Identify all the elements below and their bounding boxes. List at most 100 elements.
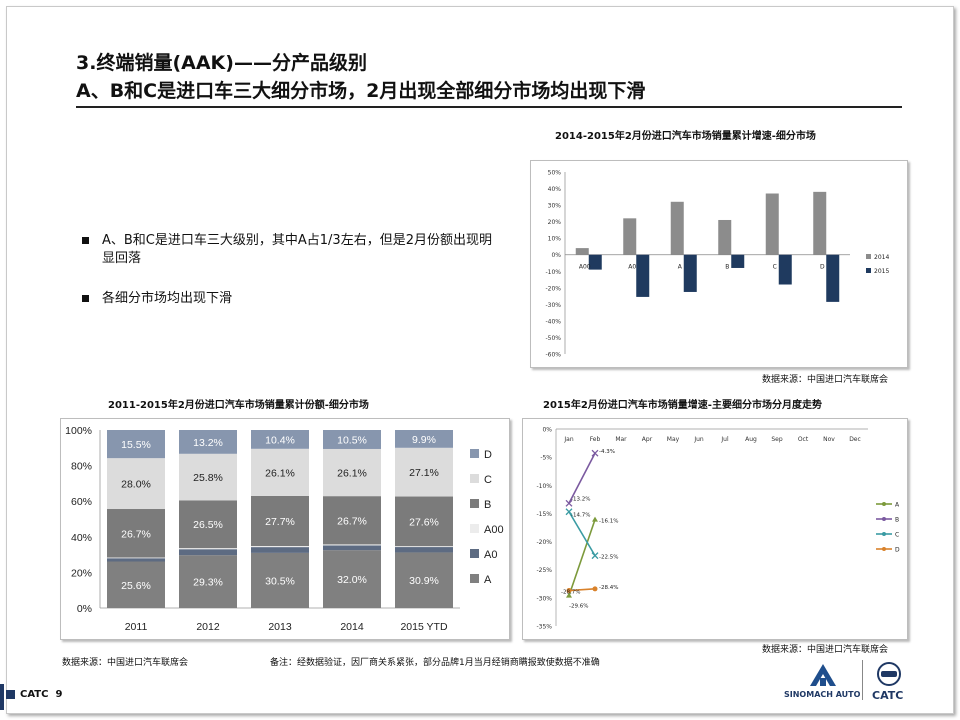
share-data-label: 25.8% [193, 472, 223, 484]
line-ytick-label: -25% [536, 567, 552, 574]
line-month-label: May [667, 436, 680, 443]
share-category-label: 2013 [268, 621, 292, 633]
line-point-A [592, 516, 598, 522]
share-segment-C-2013 [251, 448, 309, 496]
bullet-square-icon [82, 295, 89, 302]
growth-ytick-label: -20% [545, 285, 561, 292]
sinomach-logo-icon [810, 664, 836, 686]
line-month-label: Nov [823, 436, 835, 443]
share-category-label: 2011 [125, 621, 148, 633]
line-month-label: Jul [720, 436, 729, 443]
growth-bar-2014-A [670, 201, 684, 255]
line-data-label: -29.6% [569, 604, 588, 610]
line-data-label: -28.7% [561, 590, 580, 596]
growth-chart-title: 2014-2015年2月份进口汽车市场销量累计增速-细分市场 [555, 131, 816, 142]
share-segment-A-2014 [323, 550, 381, 608]
share-segment-D-2011 [107, 430, 165, 459]
growth-ytick-label: -30% [545, 302, 561, 309]
share-data-label: 10.5% [337, 434, 367, 446]
share-segment-A00-2014 [323, 544, 381, 546]
share-legend-swatch [470, 549, 479, 558]
share-segment-B-2012 [179, 500, 237, 549]
growth-ytick-label: 10% [548, 236, 562, 243]
share-data-label: 25.6% [121, 580, 151, 592]
growth-bar-2014-A0 [623, 218, 637, 255]
catc-logo-text: CATC [872, 689, 904, 702]
line-month-label: Oct [798, 436, 809, 443]
share-data-label: 9.9% [412, 434, 436, 446]
share-segment-A-2011 [107, 561, 165, 608]
line-month-label: Dec [849, 436, 861, 443]
footer-label: CATC 9 [20, 689, 62, 700]
share-segment-A0-2012 [179, 549, 237, 556]
page-number: 9 [55, 689, 63, 700]
share-ytick-label: 40% [71, 532, 92, 544]
share-legend-label: A0 [484, 549, 497, 561]
line-data-label: -14.7% [571, 513, 590, 519]
share-data-label: 27.7% [265, 516, 295, 528]
sinomach-logo-text: SINOMACH AUTO [784, 690, 861, 699]
share-data-label: 26.5% [193, 519, 223, 531]
bullet-text: 各细分市场均出现下滑 [102, 291, 233, 306]
share-segment-A-2012 [179, 555, 237, 608]
line-ytick-label: -10% [536, 483, 552, 490]
growth-legend-label: 2015 [874, 268, 889, 275]
line-ytick-label: -30% [536, 595, 552, 602]
growth-category-label: D [820, 264, 825, 271]
growth-ytick-label: 40% [548, 186, 562, 193]
share-data-label: 26.1% [265, 467, 295, 479]
growth-legend-swatch [866, 268, 871, 273]
catc-logo: CATC [866, 658, 912, 704]
share-data-label: 27.6% [409, 516, 439, 528]
growth-legend-swatch [866, 254, 871, 259]
line-point-C [591, 552, 599, 560]
share-ytick-label: 80% [71, 461, 92, 473]
growth-legend-label: 2014 [874, 254, 889, 261]
share-segment-C-2014 [323, 448, 381, 497]
line-month-label: Feb [590, 436, 601, 443]
share-data-label: 26.7% [337, 515, 367, 527]
bullet-item: A、B和C是进口车三大级别，其中A占1/3左右，但是2月份额出现明显回落 [80, 232, 500, 268]
share-legend-swatch [470, 499, 479, 508]
line-ytick-label: 0% [542, 427, 552, 434]
line-ytick-label: -20% [536, 539, 552, 546]
share-segment-D-2013 [251, 430, 309, 449]
share-segment-A-2015 YTD [395, 552, 453, 608]
growth-category-label: A [678, 264, 683, 271]
growth-bar-2015-A0 [636, 254, 650, 297]
monthly-chart-title: 2015年2月份进口汽车市场销量增速-主要细分市场分月度走势 [543, 400, 822, 411]
share-legend-label: A00 [484, 524, 504, 536]
line-legend-label: D [895, 547, 900, 554]
footer-square [6, 690, 15, 699]
line-legend-label: B [895, 517, 899, 524]
growth-bar-2014-D [813, 191, 827, 255]
growth-bar-2015-D [826, 254, 840, 302]
bullet-text: A、B和C是进口车三大级别，其中A占1/3左右，但是2月份额出现明显回落 [102, 233, 492, 266]
line-series-A [568, 519, 596, 596]
bullet-square-icon [82, 237, 89, 244]
line-data-label: -13.2% [571, 496, 590, 502]
footer-brand: CATC [20, 689, 49, 700]
share-category-label: 2012 [196, 621, 220, 633]
growth-ytick-label: -40% [545, 318, 561, 325]
growth-ytick-label: 20% [548, 219, 562, 226]
growth-ytick-label: 30% [548, 203, 562, 210]
share-legend-swatch [470, 524, 479, 533]
share-legend-label: A [484, 574, 492, 586]
logo-divider [862, 660, 863, 700]
growth-category-label: A0 [628, 264, 636, 271]
monthly-chart-box [522, 418, 908, 640]
line-ytick-label: -5% [540, 455, 552, 462]
share-segment-B-2015 YTD [395, 496, 453, 547]
share-chart-source: 数据来源：中国进口汽车联席会 [62, 658, 189, 668]
page-subtitle: A、B和C是进口车三大细分市场，2月出现全部细分市场均出现下滑 [76, 80, 646, 102]
line-month-label: Jan [563, 436, 573, 443]
line-point-D [566, 588, 572, 594]
share-segment-A0-2014 [323, 545, 381, 551]
growth-ytick-label: -60% [545, 352, 561, 359]
growth-bar-2014-C [765, 193, 779, 255]
share-ytick-label: 100% [65, 425, 92, 437]
share-segment-D-2012 [179, 430, 237, 454]
share-legend-label: C [484, 474, 492, 486]
